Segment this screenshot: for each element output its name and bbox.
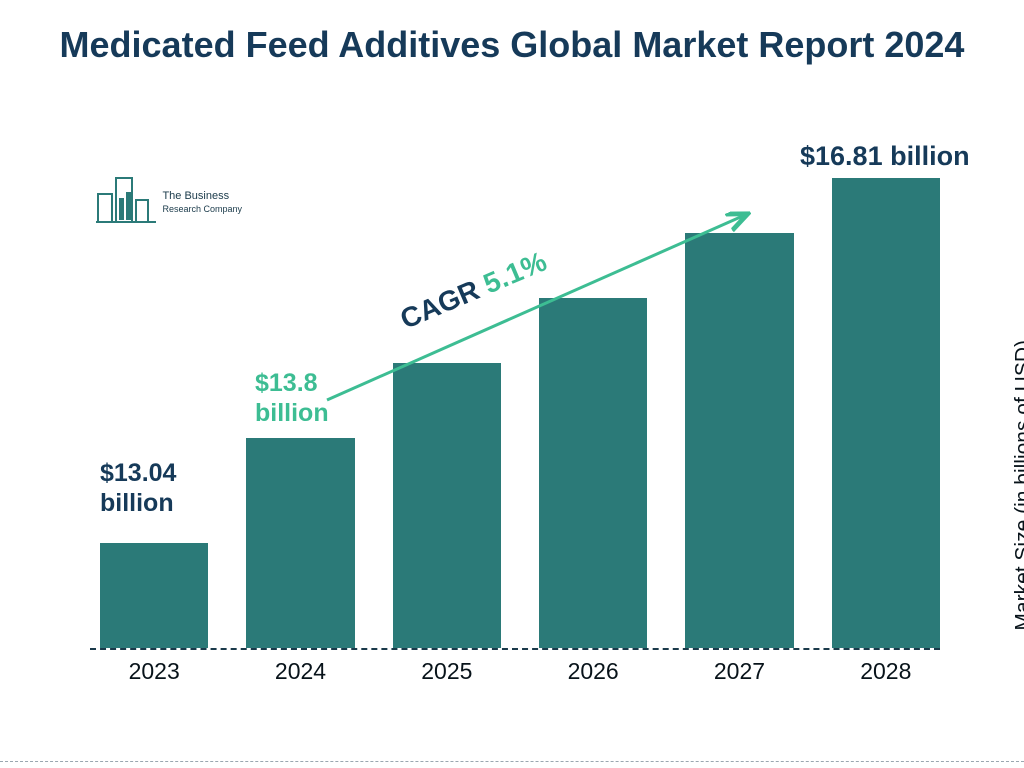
x-axis-tick-label: 2024 (246, 652, 354, 690)
value-label: $13.04billion (100, 458, 176, 518)
bar (246, 438, 354, 648)
bar-wrap (685, 233, 793, 648)
chart-title: Medicated Feed Additives Global Market R… (0, 0, 1024, 67)
bar-wrap (246, 438, 354, 648)
x-axis-tick-label: 2026 (539, 652, 647, 690)
value-label: $13.8billion (255, 368, 329, 428)
bar-wrap (832, 178, 940, 648)
x-axis-tick-label: 2027 (685, 652, 793, 690)
x-axis-tick-label: 2025 (393, 652, 501, 690)
bar-wrap (393, 363, 501, 648)
bars-container (90, 170, 940, 648)
value-label: $16.81 billion (800, 140, 970, 172)
bar (685, 233, 793, 648)
y-axis-label: Market Size (in billions of USD) (1012, 340, 1024, 631)
x-axis-tick-label: 2028 (832, 652, 940, 690)
bar (100, 543, 208, 648)
bar (393, 363, 501, 648)
x-axis-labels: 2023 2024 2025 2026 2027 2028 (90, 652, 940, 690)
footer-divider (0, 761, 1024, 762)
bar (539, 298, 647, 648)
x-axis-tick-label: 2023 (100, 652, 208, 690)
bar (832, 178, 940, 648)
chart-baseline (90, 648, 940, 650)
bar-chart: 2023 2024 2025 2026 2027 2028 (90, 170, 940, 690)
bar-wrap (100, 543, 208, 648)
bar-wrap (539, 298, 647, 648)
